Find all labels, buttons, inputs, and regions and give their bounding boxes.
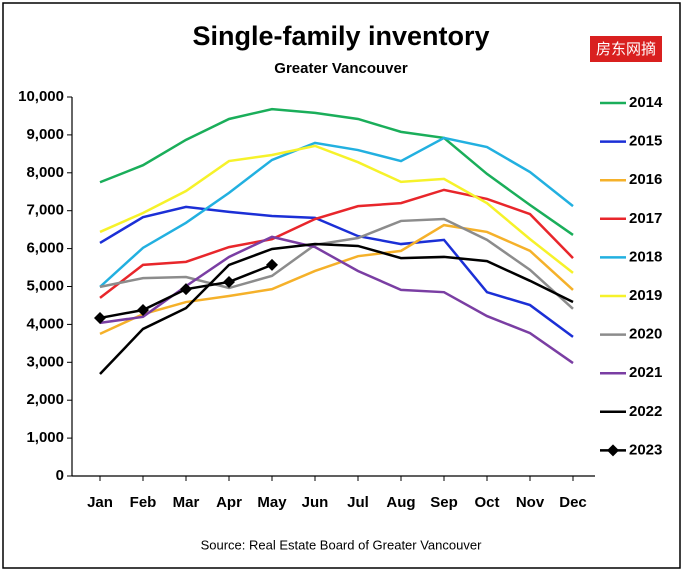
y-tick-label: 10,000 — [18, 88, 64, 105]
legend-label: 2020 — [629, 326, 662, 343]
y-tick-label: 0 — [56, 467, 64, 484]
x-tick-label: May — [257, 494, 287, 511]
series-line — [99, 235, 574, 365]
legend-marker — [607, 444, 619, 457]
series-line — [99, 242, 574, 375]
y-tick-label: 9,000 — [26, 126, 64, 143]
y-tick-label: 4,000 — [26, 315, 64, 332]
x-tick-label: Nov — [516, 494, 545, 511]
x-tick-label: Jun — [302, 494, 329, 511]
legend-label: 2019 — [629, 287, 662, 304]
y-tick-label: 3,000 — [26, 353, 64, 370]
x-tick-label: Feb — [130, 494, 157, 511]
source: Source: Real Estate Board of Greater Van… — [201, 537, 483, 552]
series-line — [99, 205, 574, 338]
chart-subtitle: Greater Vancouver — [274, 60, 408, 77]
point — [137, 303, 149, 316]
legend-label: 2022 — [629, 403, 662, 420]
x-tick-label: Sep — [430, 494, 458, 511]
x-tick-label: Jan — [87, 494, 113, 511]
series-line — [99, 188, 574, 299]
legend-label: 2018 — [629, 248, 662, 265]
x-tick-label: Apr — [216, 494, 242, 511]
legend-label: 2021 — [629, 364, 662, 381]
y-tick-label: 8,000 — [26, 164, 64, 181]
series-line — [99, 107, 574, 236]
point — [180, 283, 192, 296]
series-line — [99, 217, 574, 310]
point — [266, 258, 278, 271]
watermark-box — [590, 36, 662, 62]
y-tick-label: 2,000 — [26, 391, 64, 408]
watermark: 房东网摘 — [596, 40, 656, 58]
x-tick-label: Dec — [559, 494, 587, 511]
y-tick-label: 6,000 — [26, 240, 64, 257]
chart-title: Single-family inventory — [192, 21, 489, 51]
x-tick-label: Mar — [173, 494, 200, 511]
y-tick-label: 7,000 — [26, 202, 64, 219]
x-tick-label: Aug — [386, 494, 415, 511]
point — [223, 275, 235, 288]
y-tick-label: 5,000 — [26, 277, 64, 294]
legend-label: 2023 — [629, 441, 662, 458]
x-tick-label: Jul — [347, 494, 369, 511]
point — [94, 311, 106, 324]
legend-label: 2015 — [629, 133, 662, 150]
series-line — [99, 223, 574, 336]
legend-label: 2016 — [629, 171, 662, 188]
series-line — [99, 144, 574, 274]
x-tick-label: Oct — [474, 494, 499, 511]
legend-label: 2017 — [629, 210, 662, 227]
legend-label: 2014 — [629, 94, 663, 111]
y-tick-label: 1,000 — [26, 429, 64, 446]
series-line — [99, 136, 574, 288]
